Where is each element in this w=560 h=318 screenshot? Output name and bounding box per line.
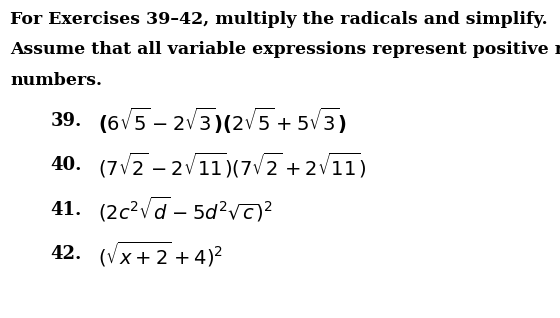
Text: For Exercises 39–42, multiply the radicals and simplify.: For Exercises 39–42, multiply the radica… <box>10 11 548 28</box>
Text: numbers.: numbers. <box>10 72 102 88</box>
Text: 41.: 41. <box>50 201 82 219</box>
Text: $(\sqrt{x+2} + 4)^{2}$: $(\sqrt{x+2} + 4)^{2}$ <box>98 240 223 269</box>
Text: $(7\sqrt{2} - 2\sqrt{11})(7\sqrt{2} + 2\sqrt{11})$: $(7\sqrt{2} - 2\sqrt{11})(7\sqrt{2} + 2\… <box>98 151 366 180</box>
Text: 39.: 39. <box>50 112 82 130</box>
Text: $\mathbf{(}6\sqrt{5} - 2\sqrt{3}\mathbf{)(}2\sqrt{5} + 5\sqrt{3}\mathbf{)}$: $\mathbf{(}6\sqrt{5} - 2\sqrt{3}\mathbf{… <box>98 106 347 136</box>
Text: 42.: 42. <box>50 245 82 263</box>
Text: Assume that all variable expressions represent positive real: Assume that all variable expressions rep… <box>10 41 560 58</box>
Text: $(2c^{2}\sqrt{d} - 5d^{2}\sqrt{c})^{2}$: $(2c^{2}\sqrt{d} - 5d^{2}\sqrt{c})^{2}$ <box>98 195 273 225</box>
Text: 40.: 40. <box>50 156 82 174</box>
